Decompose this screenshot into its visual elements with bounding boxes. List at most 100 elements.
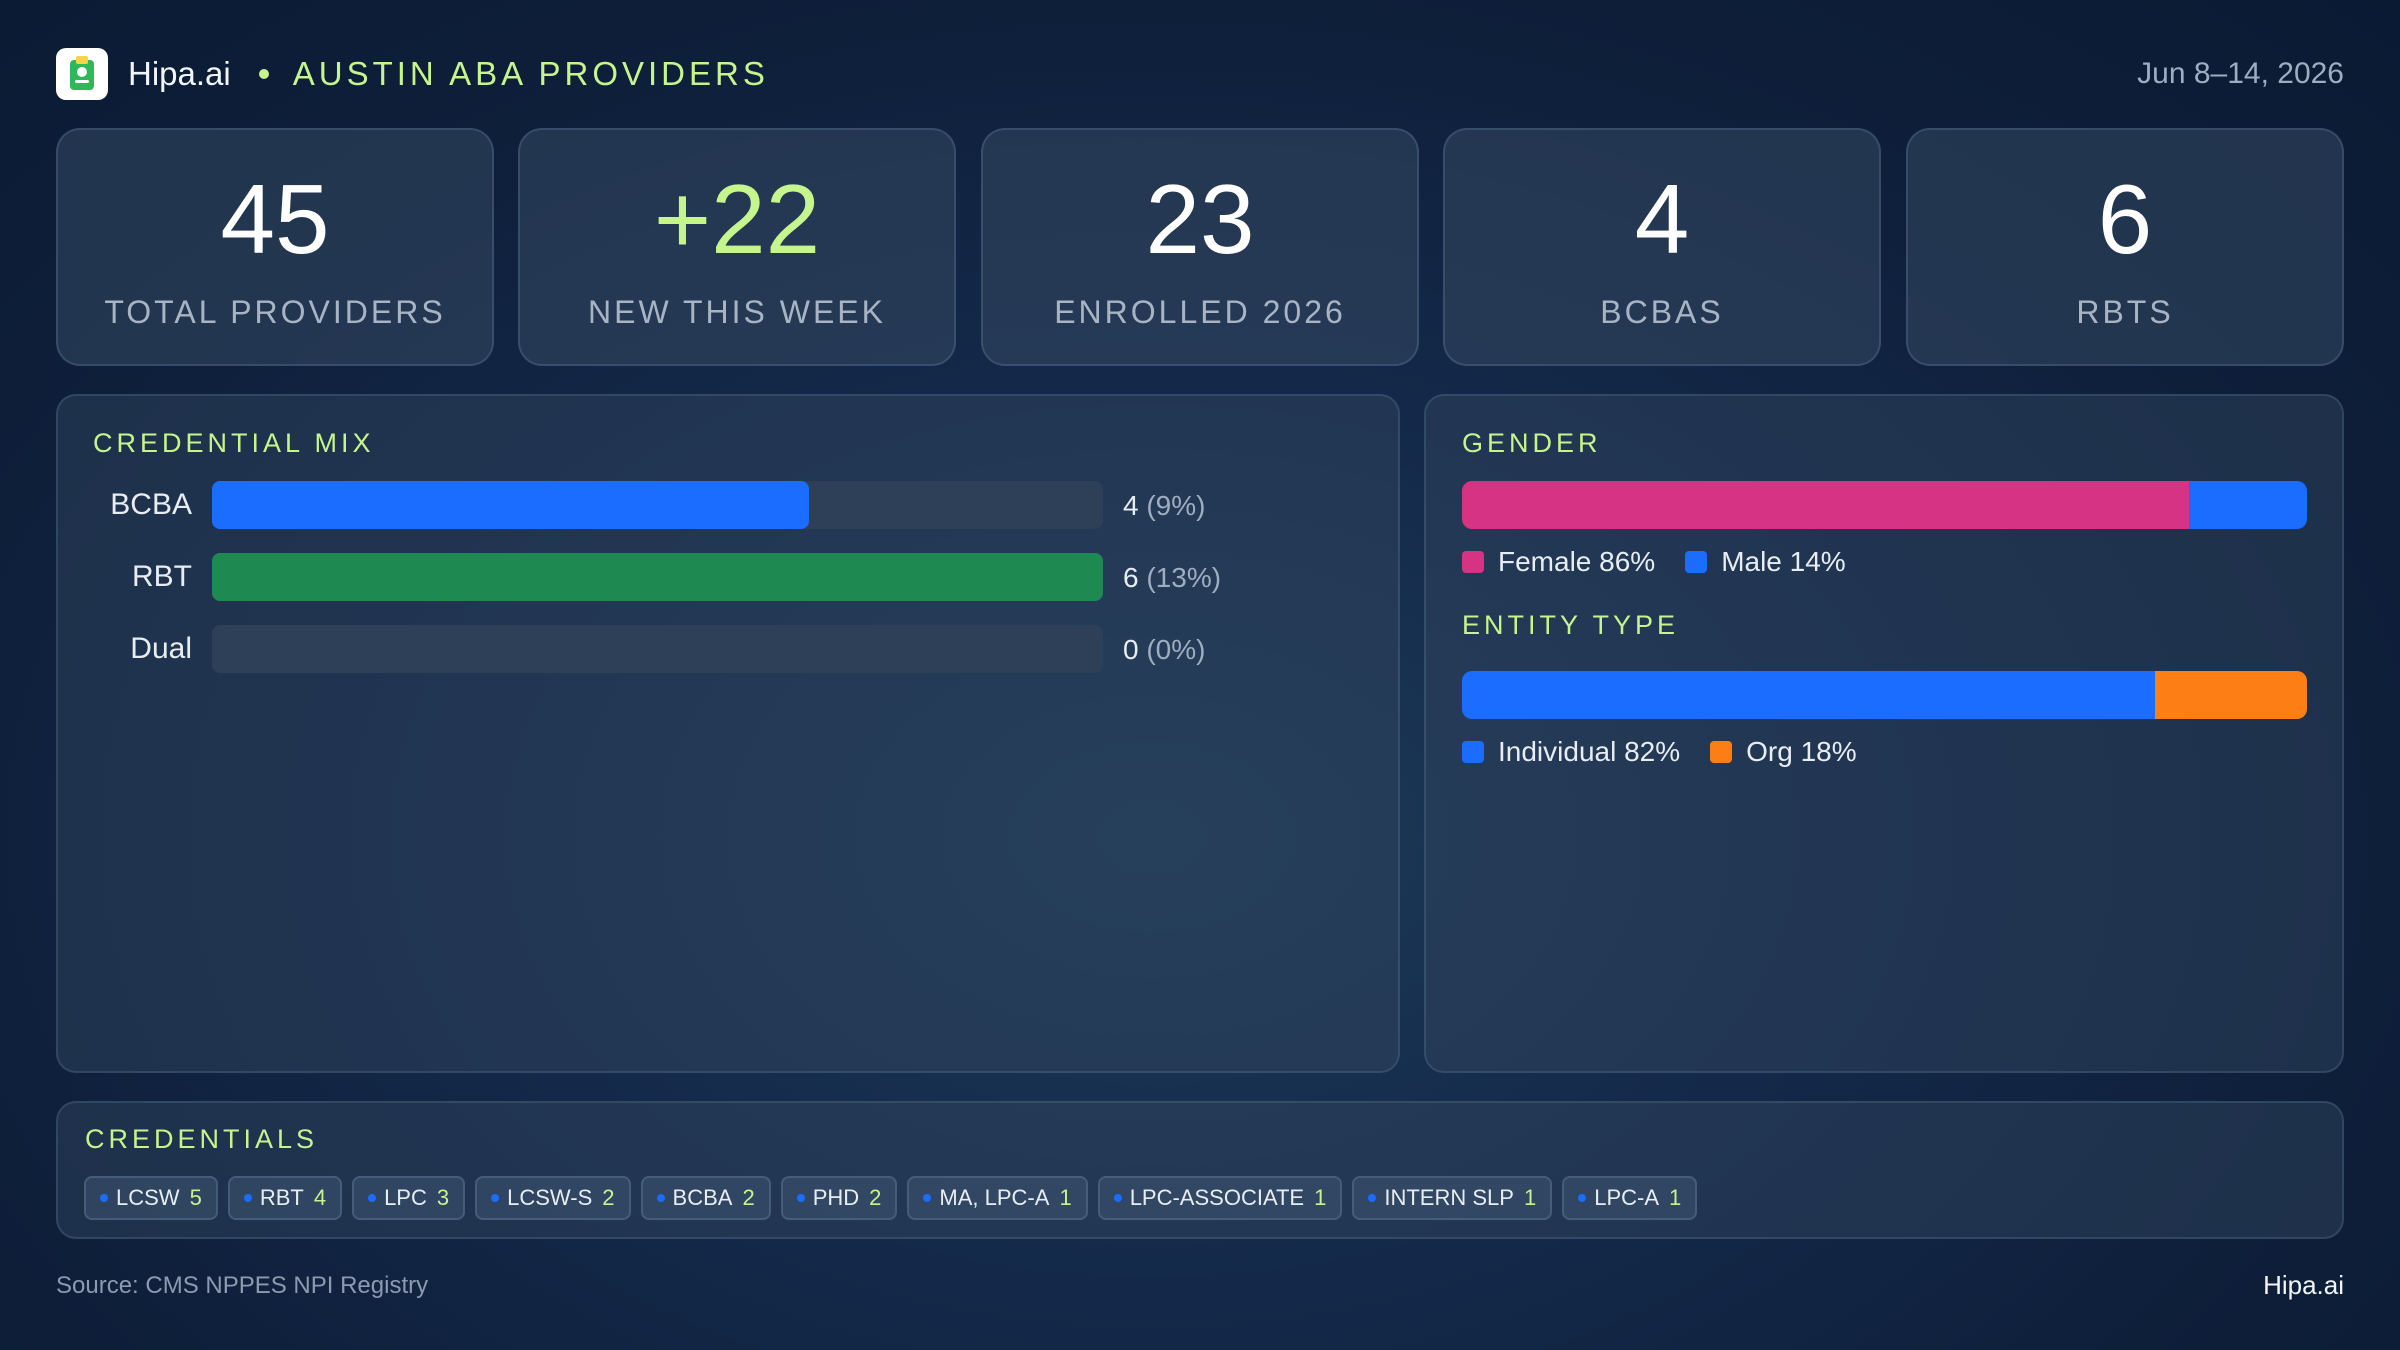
chip-name: LPC-A xyxy=(1594,1185,1659,1210)
gender-legend: Female 86% Male 14% xyxy=(1462,546,1876,578)
legend-swatch xyxy=(1710,741,1733,763)
chip-dot-icon xyxy=(656,1194,665,1202)
chip-dot-icon xyxy=(1368,1194,1377,1202)
clipboard-logo-icon xyxy=(56,48,108,100)
entity-segment-org xyxy=(2154,671,2307,719)
bar-label-bcba: BCBA xyxy=(110,488,192,521)
stat-card-total-providers: 45 TOTAL PROVIDERS xyxy=(56,128,494,366)
entity-stacked-bar xyxy=(1462,671,2307,719)
gender-segment-male xyxy=(2188,481,2307,529)
credential-chip: PHD 2 xyxy=(780,1176,898,1220)
credentials-title: CREDENTIALS xyxy=(85,1124,319,1154)
legend-swatch xyxy=(1462,551,1484,573)
stat-value: 4 xyxy=(1634,164,1690,274)
header: Hipa.ai AUSTIN ABA PROVIDERS Jun 8–14, 2… xyxy=(56,48,2344,100)
footer-source: Source: CMS NPPES NPI Registry xyxy=(56,1272,429,1299)
chip-dot-icon xyxy=(100,1194,108,1202)
separator-dot xyxy=(258,69,269,79)
bar-count: 4 xyxy=(1123,490,1139,521)
bar-track-rbt xyxy=(212,553,1103,601)
legend-label: Org 18% xyxy=(1746,736,1857,767)
chip-count: 1 xyxy=(1523,1185,1537,1210)
stat-label: RBTS xyxy=(2076,294,2174,330)
stat-value: 23 xyxy=(1145,164,1255,274)
chip-dot-icon xyxy=(796,1194,805,1202)
credential-chip: LCSW 5 xyxy=(84,1176,218,1220)
legend-swatch xyxy=(1462,741,1484,763)
bar-pct: (9%) xyxy=(1146,490,1206,521)
chip-count: 5 xyxy=(189,1185,202,1210)
entity-segment-individual xyxy=(1462,671,2155,719)
chip-name: MA, LPC-A xyxy=(939,1185,1050,1210)
legend-label: Male 14% xyxy=(1721,546,1846,577)
chip-dot-icon xyxy=(243,1194,252,1202)
credential-chip: BCBA 2 xyxy=(640,1176,771,1220)
gender-stacked-bar xyxy=(1462,481,2307,529)
stat-label: BCBAS xyxy=(1600,294,1724,330)
credential-chips: LCSW 5 RBT 4 LPC 3 LCSW-S 2 BCBA 2 PHD 2 MA, L… xyxy=(84,1176,1698,1220)
date-range: Jun 8–14, 2026 xyxy=(2137,57,2344,90)
legend-item-male: Male 14% xyxy=(1685,546,1846,578)
chip-name: INTERN SLP xyxy=(1384,1185,1514,1210)
chip-count: 1 xyxy=(1059,1185,1072,1210)
legend-swatch xyxy=(1685,551,1708,573)
stat-card-new-this-week: +22 NEW THIS WEEK xyxy=(518,128,956,366)
bar-count: 0 xyxy=(1123,634,1139,665)
chip-count: 2 xyxy=(742,1185,755,1210)
chip-name: PHD xyxy=(812,1185,860,1210)
gender-title: GENDER xyxy=(1462,428,1602,458)
chip-name: LPC xyxy=(384,1185,427,1210)
legend-label: Individual 82% xyxy=(1498,736,1681,767)
legend-item-individual: Individual 82% xyxy=(1462,736,1680,768)
chip-dot-icon xyxy=(368,1194,377,1202)
chip-name: RBT xyxy=(259,1185,304,1210)
chip-count: 1 xyxy=(1314,1185,1327,1210)
stat-card-enrolled-2026: 23 ENROLLED 2026 xyxy=(981,128,1419,366)
stat-value: 45 xyxy=(220,164,330,274)
legend-label: Female 86% xyxy=(1498,546,1656,577)
bar-pct: (0%) xyxy=(1146,634,1206,665)
chip-dot-icon xyxy=(923,1194,932,1202)
chip-name: LCSW-S xyxy=(507,1185,593,1210)
stat-label: TOTAL PROVIDERS xyxy=(104,294,446,330)
chip-dot-icon xyxy=(491,1194,500,1202)
bar-value-dual: 0 (0%) xyxy=(1123,634,1205,666)
chip-count: 2 xyxy=(869,1185,882,1210)
bar-label-rbt: RBT xyxy=(132,560,192,593)
entity-type-title: ENTITY TYPE xyxy=(1462,610,1680,640)
bar-value-bcba: 4 (9%) xyxy=(1123,490,1205,522)
credential-chip: LPC 3 xyxy=(352,1176,466,1220)
footer-brand: Hipa.ai xyxy=(2263,1270,2344,1300)
stat-label: NEW THIS WEEK xyxy=(588,294,886,330)
stat-card-bcbas: 4 BCBAS xyxy=(1443,128,1881,366)
bar-value-rbt: 6 (13%) xyxy=(1123,562,1221,594)
credential-chip: INTERN SLP 1 xyxy=(1352,1176,1553,1220)
chip-count: 2 xyxy=(602,1185,615,1210)
bar-fill-bcba xyxy=(212,481,809,529)
chip-name: LCSW xyxy=(116,1185,180,1210)
stat-label: ENROLLED 2026 xyxy=(1054,294,1346,330)
credential-chip: LCSW-S 2 xyxy=(475,1176,631,1220)
stat-card-rbts: 6 RBTS xyxy=(1906,128,2344,366)
credential-chip: LPC-ASSOCIATE 1 xyxy=(1097,1176,1343,1220)
entity-legend: Individual 82% Org 18% xyxy=(1462,736,1887,768)
stat-value: 6 xyxy=(2097,164,2153,274)
bar-fill-rbt xyxy=(212,553,1103,601)
bar-pct: (13%) xyxy=(1146,562,1222,593)
gender-segment-female xyxy=(1462,481,2189,529)
brand-name: Hipa.ai xyxy=(128,55,231,92)
credential-chip: MA, LPC-A 1 xyxy=(907,1176,1088,1220)
chip-dot-icon xyxy=(1578,1194,1587,1202)
legend-item-org: Org 18% xyxy=(1710,736,1857,768)
chip-count: 1 xyxy=(1669,1185,1682,1210)
chip-name: BCBA xyxy=(672,1185,733,1210)
chip-count: 3 xyxy=(436,1185,450,1210)
project-title: AUSTIN ABA PROVIDERS xyxy=(292,55,769,92)
credential-chip: LPC-A 1 xyxy=(1562,1176,1698,1220)
bar-label-dual: Dual xyxy=(130,632,192,665)
chip-count: 4 xyxy=(313,1185,327,1210)
bar-track-bcba xyxy=(212,481,1103,529)
stat-value: +22 xyxy=(653,164,821,274)
legend-item-female: Female 86% xyxy=(1462,546,1655,578)
credential-chip: RBT 4 xyxy=(227,1176,343,1220)
